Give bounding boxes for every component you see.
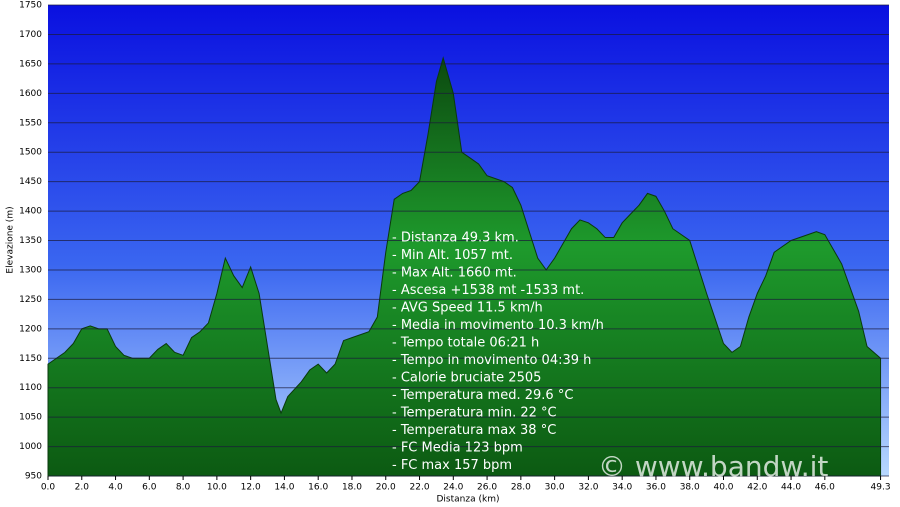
x-tick-label: 20.0 xyxy=(376,483,396,493)
x-tick-label: 28.0 xyxy=(511,483,531,493)
y-tick-label: 1300 xyxy=(19,265,42,275)
y-tick-label: 1450 xyxy=(19,177,42,187)
x-tick-label: 38.0 xyxy=(680,483,700,493)
x-tick-label: 2.0 xyxy=(75,483,90,493)
y-tick-label: 1400 xyxy=(19,207,42,217)
y-tick-label: 1650 xyxy=(19,59,42,69)
x-tick-label: 44.0 xyxy=(781,483,801,493)
annotation: - FC Media 123 bpm xyxy=(392,441,523,456)
y-tick-label: 1500 xyxy=(19,148,42,158)
annotation: - Distanza 49.3 km. xyxy=(392,231,519,246)
y-tick-label: 1000 xyxy=(19,442,42,452)
x-tick-label: 22.0 xyxy=(410,483,430,493)
y-tick-label: 1150 xyxy=(19,354,42,364)
annotation: - Tempo in movimento 04:39 h xyxy=(392,353,591,368)
y-tick-label: 1550 xyxy=(19,118,42,128)
x-tick-label: 42.0 xyxy=(747,483,767,493)
annotation: - Temperatura med. 29.6 °C xyxy=(392,388,573,403)
watermark: © www.bandw.it xyxy=(598,450,828,483)
annotation: - Max Alt. 1660 mt. xyxy=(392,266,517,281)
x-tick-label: 24.0 xyxy=(443,483,463,493)
x-tick-label: 34.0 xyxy=(612,483,632,493)
y-axis-label: Elevazione (m) xyxy=(6,206,16,273)
x-tick-label: 32.0 xyxy=(578,483,598,493)
y-tick-label: 950 xyxy=(25,472,42,482)
y-tick-label: 1700 xyxy=(19,30,42,40)
x-tick-label: 6.0 xyxy=(142,483,157,493)
x-tick-label: 36.0 xyxy=(646,483,666,493)
x-tick-label: 30.0 xyxy=(545,483,565,493)
annotation: - Calorie bruciate 2505 xyxy=(392,371,541,386)
y-tick-label: 1050 xyxy=(19,413,42,423)
annotation: - Temperatura max 38 °C xyxy=(392,423,556,438)
y-tick-label: 1750 xyxy=(19,1,42,11)
x-tick-label: 0.0 xyxy=(41,483,56,493)
x-tick-label: 4.0 xyxy=(108,483,123,493)
annotation: - Ascesa +1538 mt -1533 mt. xyxy=(392,283,584,298)
y-tick-label: 1350 xyxy=(19,236,42,246)
annotation: - Tempo totale 06:21 h xyxy=(392,336,539,351)
annotation: - Temperatura min. 22 °C xyxy=(392,406,557,421)
x-axis-label: Distanza (km) xyxy=(437,495,500,505)
elevation-area xyxy=(47,56,882,477)
y-tick-label: 1200 xyxy=(19,324,42,334)
x-tick-label: 12.0 xyxy=(241,483,261,493)
x-tick-label: 14.0 xyxy=(274,483,294,493)
annotation: - Min Alt. 1057 mt. xyxy=(392,248,513,263)
x-tick-label: 18.0 xyxy=(342,483,362,493)
y-tick-label: 1600 xyxy=(19,89,42,99)
y-tick-label: 1100 xyxy=(19,383,42,393)
x-tick-label: 16.0 xyxy=(308,483,328,493)
y-tick-label: 1250 xyxy=(19,295,42,305)
x-tick-label: 26.0 xyxy=(477,483,497,493)
annotation: - FC max 157 bpm xyxy=(392,458,512,473)
x-tick-label: 49.3 xyxy=(871,483,891,493)
x-tick-label: 40.0 xyxy=(713,483,733,493)
annotation: - AVG Speed 11.5 km/h xyxy=(392,301,543,316)
annotation: - Media in movimento 10.3 km/h xyxy=(392,318,604,333)
x-tick-label: 46.0 xyxy=(815,483,835,493)
x-tick-label: 8.0 xyxy=(176,483,191,493)
x-tick-label: 10.0 xyxy=(207,483,227,493)
